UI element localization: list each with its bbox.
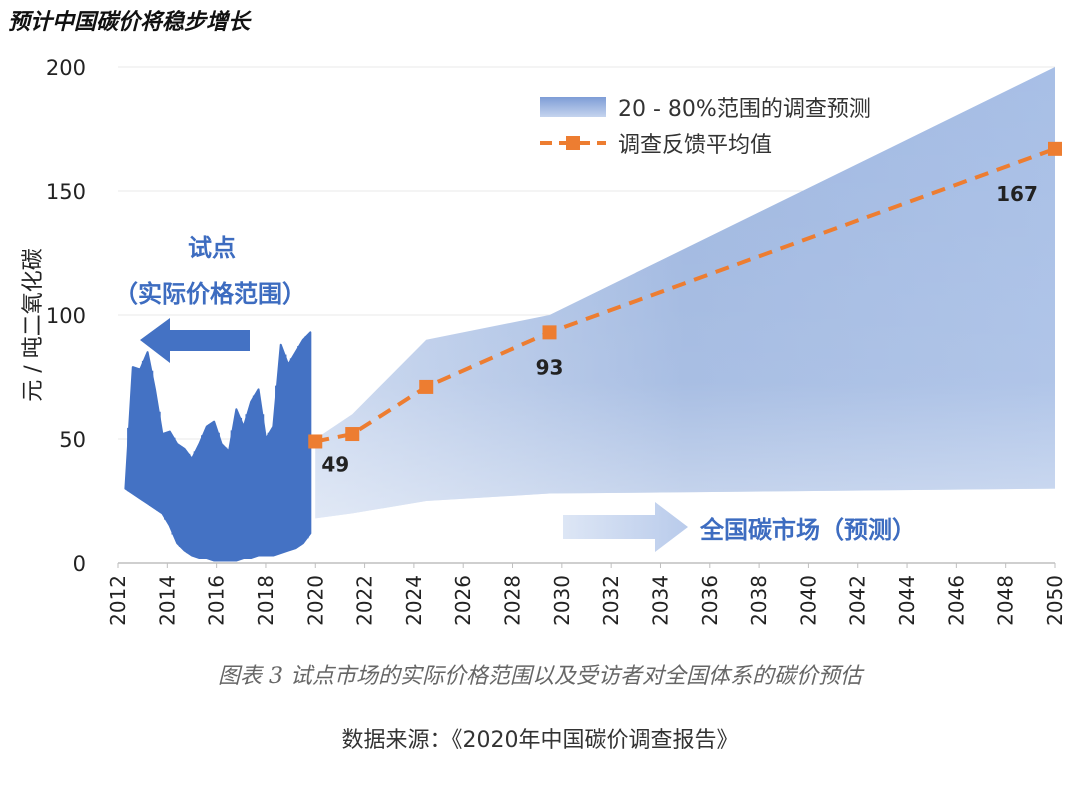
legend-band-label: 20 - 80%范围的调查预测 — [618, 97, 871, 122]
y-tick-labels: 0 50 100 150 200 — [46, 56, 86, 576]
y-tick-label: 150 — [46, 180, 86, 204]
left-arrow-icon — [140, 318, 250, 363]
page-title: 预计中国碳价将稳步增长 — [8, 9, 251, 35]
legend-line-marker — [566, 136, 580, 150]
right-arrow-icon — [563, 502, 688, 552]
x-tick-label: 2018 — [254, 575, 278, 626]
x-tick-label: 2026 — [451, 575, 475, 626]
x-tick-label: 2032 — [599, 575, 623, 626]
x-tick-label: 2046 — [944, 575, 968, 626]
carbon-price-chart: 0 50 100 150 200 2012 2014 2016 2018 2020 2022 202… — [21, 56, 1067, 626]
x-tick-label: 2022 — [353, 575, 377, 626]
pilot-range-area — [124, 331, 312, 562]
x-tick-label: 2020 — [303, 575, 327, 626]
national-annotation: 全国碳市场（预测） — [563, 502, 916, 552]
x-tick-label: 2012 — [106, 575, 130, 626]
x-tick-label: 2030 — [550, 575, 574, 626]
average-line-series — [308, 141, 1062, 449]
x-tick-label: 2044 — [895, 575, 919, 626]
y-tick-label: 100 — [46, 304, 86, 328]
legend-band-swatch — [540, 97, 606, 117]
x-tick-label: 2036 — [698, 575, 722, 626]
x-tick-label: 2042 — [846, 575, 870, 626]
x-tick-label: 2048 — [994, 575, 1018, 626]
source-note: 数据来源：《2020年中国碳价调查报告》 — [341, 728, 739, 753]
forecast-band-shade — [315, 67, 1055, 519]
data-label: 93 — [536, 355, 564, 379]
average-point — [542, 325, 557, 340]
national-annotation-label: 全国碳市场（预测） — [699, 516, 916, 544]
average-point — [419, 379, 434, 394]
y-axis-label: 元 / 吨二氧化碳 — [21, 248, 46, 401]
x-tick-label: 2016 — [205, 575, 229, 626]
data-label: 167 — [996, 182, 1038, 206]
pilot-annotation-subtitle: （实际价格范围） — [114, 280, 306, 308]
x-tick-label: 2038 — [747, 575, 771, 626]
x-tick-label: 2050 — [1043, 575, 1067, 626]
x-tick-label: 2040 — [796, 575, 820, 626]
pilot-annotation-title: 试点 — [188, 234, 236, 262]
y-tick-label: 50 — [59, 428, 86, 452]
figure-caption: 图表 3 试点市场的实际价格范围以及受访者对全国体系的碳价预估 — [218, 664, 862, 689]
forecast-band-area — [315, 67, 1055, 519]
x-tick-label: 2024 — [402, 575, 426, 626]
x-tick-label: 2034 — [648, 575, 672, 626]
legend: 20 - 80%范围的调查预测 调查反馈平均值 — [540, 97, 871, 158]
x-tick-labels: 2012 2014 2016 2018 2020 2022 2024 2026 2028 2030… — [106, 563, 1067, 626]
y-tick-label: 0 — [73, 552, 86, 576]
y-tick-label: 200 — [46, 56, 86, 80]
x-tick-label: 2014 — [155, 575, 179, 626]
average-point — [345, 427, 360, 442]
pilot-annotation: 试点 （实际价格范围） — [114, 234, 306, 363]
x-tick-label: 2028 — [501, 575, 525, 626]
data-labels: 49 93 167 — [321, 182, 1038, 477]
data-label: 49 — [321, 452, 349, 476]
average-point — [1048, 141, 1062, 156]
average-point — [308, 434, 323, 449]
legend-line-label: 调查反馈平均值 — [618, 133, 772, 158]
